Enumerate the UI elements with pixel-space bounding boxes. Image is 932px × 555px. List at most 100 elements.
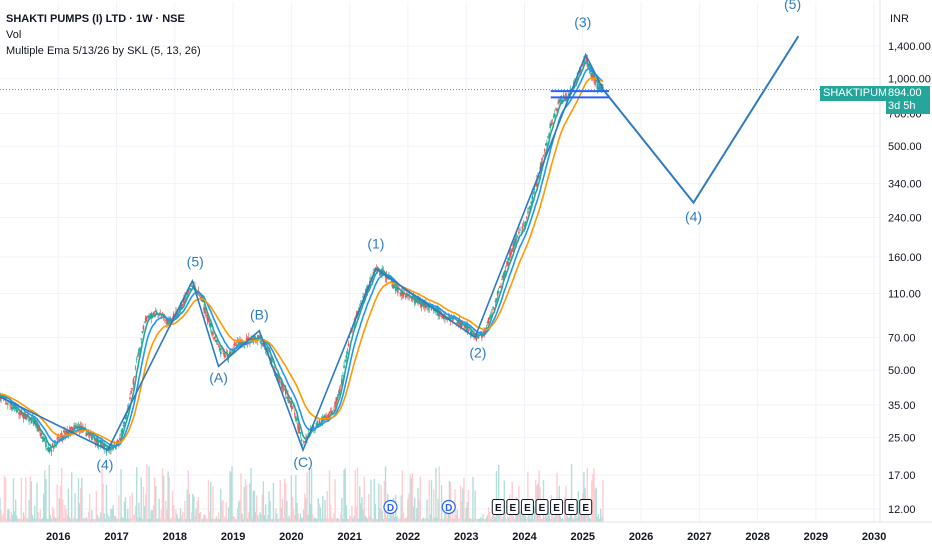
x-tick-label: 2019 [221, 531, 245, 543]
volume-bar [12, 478, 15, 522]
volume-bar [238, 501, 240, 522]
candle [160, 315, 163, 317]
volume-bar [180, 516, 183, 522]
volume-bar [218, 518, 221, 522]
candle [132, 378, 135, 385]
elliott-wave-path [0, 52, 604, 453]
volume-bar [214, 518, 216, 522]
volume-bar [119, 518, 121, 522]
earnings-marker-box [491, 499, 505, 515]
y-tick-label: 25.00 [888, 433, 916, 445]
candle [316, 421, 318, 427]
candle [140, 338, 143, 340]
last-price-badge: 894.00 3d 5h [886, 86, 930, 114]
candle [290, 400, 293, 409]
volume-bar [489, 511, 491, 522]
volume-bar [549, 518, 551, 522]
event-marker-label: E [495, 503, 502, 514]
volume-bar [588, 517, 591, 522]
candle [157, 316, 159, 318]
volume-bar [229, 470, 231, 522]
ema-indicator-label[interactable]: Multiple Ema 5/13/26 by SKL (5, 13, 26) [6, 45, 201, 57]
volume-bar [527, 471, 529, 522]
chart-title[interactable]: SHAKTI PUMPS (I) LTD · 1W · NSE [6, 13, 185, 25]
volume-bar [4, 477, 7, 522]
candle [438, 313, 441, 317]
candle [501, 279, 503, 280]
volume-bar [234, 518, 237, 522]
candle [50, 449, 53, 452]
volume-bar [290, 475, 293, 522]
volume-bar [122, 518, 124, 522]
volume-indicator-label[interactable]: Vol [6, 29, 22, 41]
volume-bar [570, 464, 573, 522]
candle [299, 432, 302, 434]
candle [399, 292, 401, 294]
volume-bar [55, 518, 57, 522]
candle [70, 426, 73, 429]
volume-bar [328, 470, 331, 522]
volume-bar [169, 518, 172, 522]
volume-bar [472, 476, 474, 522]
volume-bar [390, 514, 392, 522]
candle [451, 319, 454, 322]
volume-bar [344, 468, 346, 522]
volume-bar [215, 516, 218, 522]
volume-bar [166, 509, 168, 522]
candle [560, 99, 563, 103]
candle [32, 420, 35, 425]
volume-bar [551, 511, 554, 522]
candle [446, 319, 448, 321]
event-marker-label: D [445, 503, 452, 514]
candle [593, 76, 595, 79]
volume-bar [318, 503, 321, 522]
candle [549, 123, 552, 129]
volume-bar [231, 466, 233, 522]
volume-bar [38, 518, 40, 522]
candle [185, 297, 187, 300]
volume-bar [379, 508, 381, 522]
volume-bar [393, 517, 396, 522]
volume-bar [524, 515, 527, 522]
volume-bar [543, 517, 546, 522]
candle [226, 353, 229, 360]
candle [536, 179, 538, 187]
volume-bar [204, 514, 206, 522]
candle [271, 361, 274, 363]
volume-bar [425, 518, 427, 522]
volume-bar [530, 512, 532, 522]
event-marker-label: E [510, 503, 517, 514]
candle [320, 418, 323, 422]
volume-bar [296, 502, 298, 522]
volume-bar [255, 495, 258, 522]
volume-bar [343, 470, 345, 522]
volume-bar [9, 518, 11, 522]
candle [91, 434, 93, 441]
candle [552, 115, 555, 117]
candle [477, 335, 480, 339]
volume-bar [22, 512, 25, 522]
candle [440, 316, 443, 317]
currency-label[interactable]: INR [890, 13, 909, 25]
volume-bar [110, 508, 112, 522]
volume-bar [267, 514, 269, 522]
candle [245, 338, 248, 341]
volume-bar [595, 487, 597, 522]
x-tick-label: 2030 [862, 531, 886, 543]
volume-bar [307, 515, 309, 522]
event-marker-label: E [553, 503, 560, 514]
y-tick-label: 17.00 [888, 470, 916, 482]
volume-bar [273, 518, 276, 522]
candle [45, 441, 47, 448]
volume-bar [384, 466, 387, 522]
volume-bar [280, 507, 283, 522]
volume-bar [385, 517, 388, 522]
volume-bar [6, 518, 8, 522]
volume-bar [39, 509, 42, 522]
volume-bar [162, 475, 165, 522]
candle [393, 285, 396, 289]
candle [495, 298, 498, 301]
volume-bar [357, 518, 360, 522]
